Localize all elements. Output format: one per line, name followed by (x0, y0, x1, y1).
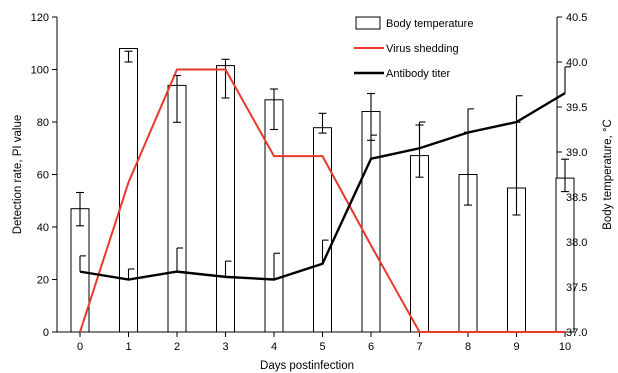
y-right-tick-label: 40.5 (566, 12, 587, 24)
y-left-axis-title: Detection rate, PI value (12, 115, 24, 235)
bar-body-temperature (264, 99, 284, 333)
y-left-tick-label: 0 (43, 327, 49, 339)
x-tick-label: 2 (174, 341, 180, 353)
bar-body-temperature (313, 127, 332, 333)
y-right-tick-label: 38.0 (566, 237, 587, 249)
y-left-tick-label: 120 (31, 12, 49, 24)
bars-group (70, 48, 575, 333)
x-tick-label: 3 (222, 341, 228, 353)
bar-body-temperature (119, 48, 138, 333)
x-axis-title: Days postinfection (260, 360, 354, 372)
x-tick-label: 4 (271, 341, 277, 353)
y-left-tick-label: 20 (37, 275, 49, 287)
legend: Body temperature Virus shedding Antibody t… (354, 16, 473, 80)
bar-body-temperature (410, 155, 429, 333)
legend-label-antibody-titer: Antibody titer (386, 68, 451, 80)
lines-group (79, 68, 566, 333)
x-tick-label: 6 (368, 341, 374, 353)
labels-group: 02040608010012037.037.538.038.539.039.54… (12, 12, 614, 372)
legend-label-virus-shedding: Virus shedding (386, 43, 459, 55)
x-tick-label: 0 (77, 341, 83, 353)
legend-swatch-body-temperature (355, 16, 381, 30)
y-right-tick-label: 37.5 (566, 282, 587, 294)
legend-label-body-temperature: Body temperature (386, 18, 473, 30)
y-right-tick-label: 39.0 (566, 147, 587, 159)
x-tick-label: 8 (465, 341, 471, 353)
y-right-axis-title: Body temperature, °C (602, 119, 614, 230)
bar-body-temperature (216, 65, 235, 333)
x-tick-label: 9 (513, 341, 519, 353)
x-tick-label: 10 (559, 341, 571, 353)
y-right-tick-label: 39.5 (566, 102, 587, 114)
line-antibody-titer (79, 92, 566, 281)
y-right-tick-label: 37.0 (566, 327, 587, 339)
y-left-tick-label: 100 (31, 65, 49, 77)
x-tick-label: 1 (125, 341, 131, 353)
y-left-tick-label: 40 (37, 222, 49, 234)
y-right-tick-label: 38.5 (566, 192, 587, 204)
error-bars-group (76, 50, 571, 280)
x-tick-label: 7 (416, 341, 422, 353)
x-tick-label: 5 (319, 341, 325, 353)
line-virus-shedding (79, 68, 565, 333)
y-left-tick-label: 80 (37, 117, 49, 129)
y-right-tick-label: 40.0 (566, 57, 587, 69)
y-left-tick-label: 60 (37, 170, 49, 182)
